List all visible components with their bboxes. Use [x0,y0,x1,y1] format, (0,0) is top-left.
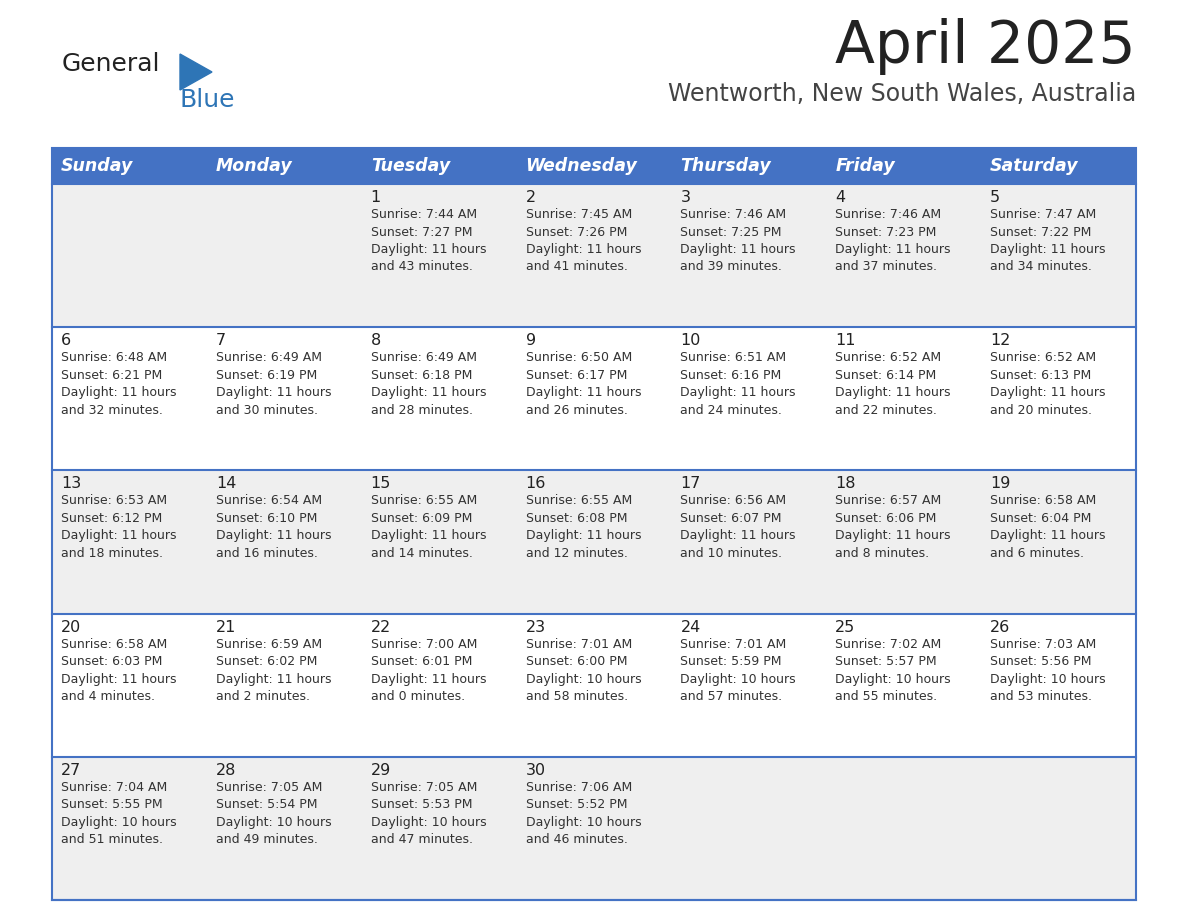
Text: 3: 3 [681,190,690,205]
Text: 11: 11 [835,333,855,348]
Text: Sunrise: 6:50 AM
Sunset: 6:17 PM
Daylight: 11 hours
and 26 minutes.: Sunrise: 6:50 AM Sunset: 6:17 PM Dayligh… [525,352,642,417]
Text: Sunrise: 6:59 AM
Sunset: 6:02 PM
Daylight: 11 hours
and 2 minutes.: Sunrise: 6:59 AM Sunset: 6:02 PM Dayligh… [216,638,331,703]
Text: Saturday: Saturday [990,157,1079,175]
Text: 8: 8 [371,333,381,348]
Text: Sunrise: 7:05 AM
Sunset: 5:53 PM
Daylight: 10 hours
and 47 minutes.: Sunrise: 7:05 AM Sunset: 5:53 PM Dayligh… [371,781,486,846]
Text: Sunrise: 7:01 AM
Sunset: 6:00 PM
Daylight: 10 hours
and 58 minutes.: Sunrise: 7:01 AM Sunset: 6:00 PM Dayligh… [525,638,642,703]
Text: 10: 10 [681,333,701,348]
Text: Sunrise: 7:46 AM
Sunset: 7:23 PM
Daylight: 11 hours
and 37 minutes.: Sunrise: 7:46 AM Sunset: 7:23 PM Dayligh… [835,208,950,274]
Text: 13: 13 [61,476,81,491]
Text: Sunrise: 7:06 AM
Sunset: 5:52 PM
Daylight: 10 hours
and 46 minutes.: Sunrise: 7:06 AM Sunset: 5:52 PM Dayligh… [525,781,642,846]
Text: Sunrise: 6:58 AM
Sunset: 6:03 PM
Daylight: 11 hours
and 4 minutes.: Sunrise: 6:58 AM Sunset: 6:03 PM Dayligh… [61,638,177,703]
Text: Thursday: Thursday [681,157,771,175]
Text: Sunrise: 6:58 AM
Sunset: 6:04 PM
Daylight: 11 hours
and 6 minutes.: Sunrise: 6:58 AM Sunset: 6:04 PM Dayligh… [990,495,1106,560]
Text: 28: 28 [216,763,236,778]
Text: Monday: Monday [216,157,292,175]
Text: 2: 2 [525,190,536,205]
Text: Blue: Blue [181,88,235,112]
Text: Sunrise: 6:49 AM
Sunset: 6:19 PM
Daylight: 11 hours
and 30 minutes.: Sunrise: 6:49 AM Sunset: 6:19 PM Dayligh… [216,352,331,417]
Text: Sunrise: 7:01 AM
Sunset: 5:59 PM
Daylight: 10 hours
and 57 minutes.: Sunrise: 7:01 AM Sunset: 5:59 PM Dayligh… [681,638,796,703]
Text: 19: 19 [990,476,1011,491]
Text: 9: 9 [525,333,536,348]
Bar [207,148,361,184]
Text: Sunrise: 6:55 AM
Sunset: 6:08 PM
Daylight: 11 hours
and 12 minutes.: Sunrise: 6:55 AM Sunset: 6:08 PM Dayligh… [525,495,642,560]
Text: 30: 30 [525,763,545,778]
Bar [52,470,1136,613]
Text: Sunrise: 6:52 AM
Sunset: 6:14 PM
Daylight: 11 hours
and 22 minutes.: Sunrise: 6:52 AM Sunset: 6:14 PM Dayligh… [835,352,950,417]
Bar [52,184,1136,327]
Text: Sunrise: 7:03 AM
Sunset: 5:56 PM
Daylight: 10 hours
and 53 minutes.: Sunrise: 7:03 AM Sunset: 5:56 PM Dayligh… [990,638,1106,703]
Text: Sunrise: 6:52 AM
Sunset: 6:13 PM
Daylight: 11 hours
and 20 minutes.: Sunrise: 6:52 AM Sunset: 6:13 PM Dayligh… [990,352,1106,417]
Text: Sunrise: 6:48 AM
Sunset: 6:21 PM
Daylight: 11 hours
and 32 minutes.: Sunrise: 6:48 AM Sunset: 6:21 PM Dayligh… [61,352,177,417]
Text: 14: 14 [216,476,236,491]
Text: 17: 17 [681,476,701,491]
Bar [981,148,1136,184]
Bar [52,148,1136,900]
Bar [52,756,1136,900]
Bar [671,148,827,184]
Text: 25: 25 [835,620,855,634]
Bar [52,327,1136,470]
Text: Sunrise: 6:53 AM
Sunset: 6:12 PM
Daylight: 11 hours
and 18 minutes.: Sunrise: 6:53 AM Sunset: 6:12 PM Dayligh… [61,495,177,560]
Text: 12: 12 [990,333,1011,348]
Text: Sunrise: 7:04 AM
Sunset: 5:55 PM
Daylight: 10 hours
and 51 minutes.: Sunrise: 7:04 AM Sunset: 5:55 PM Dayligh… [61,781,177,846]
Text: Sunrise: 6:49 AM
Sunset: 6:18 PM
Daylight: 11 hours
and 28 minutes.: Sunrise: 6:49 AM Sunset: 6:18 PM Dayligh… [371,352,486,417]
Text: 26: 26 [990,620,1010,634]
Text: General: General [62,52,160,76]
Bar [361,148,517,184]
Text: 22: 22 [371,620,391,634]
Text: Friday: Friday [835,157,895,175]
Text: Sunrise: 6:55 AM
Sunset: 6:09 PM
Daylight: 11 hours
and 14 minutes.: Sunrise: 6:55 AM Sunset: 6:09 PM Dayligh… [371,495,486,560]
Text: 7: 7 [216,333,226,348]
Text: Sunrise: 7:47 AM
Sunset: 7:22 PM
Daylight: 11 hours
and 34 minutes.: Sunrise: 7:47 AM Sunset: 7:22 PM Dayligh… [990,208,1106,274]
Text: 23: 23 [525,620,545,634]
Bar [517,148,671,184]
Text: Sunday: Sunday [61,157,133,175]
Text: 15: 15 [371,476,391,491]
Text: Sunrise: 7:00 AM
Sunset: 6:01 PM
Daylight: 11 hours
and 0 minutes.: Sunrise: 7:00 AM Sunset: 6:01 PM Dayligh… [371,638,486,703]
Text: 24: 24 [681,620,701,634]
Text: Wentworth, New South Wales, Australia: Wentworth, New South Wales, Australia [668,82,1136,106]
Text: Tuesday: Tuesday [371,157,450,175]
Text: Sunrise: 7:05 AM
Sunset: 5:54 PM
Daylight: 10 hours
and 49 minutes.: Sunrise: 7:05 AM Sunset: 5:54 PM Dayligh… [216,781,331,846]
Text: Sunrise: 7:46 AM
Sunset: 7:25 PM
Daylight: 11 hours
and 39 minutes.: Sunrise: 7:46 AM Sunset: 7:25 PM Dayligh… [681,208,796,274]
Text: 21: 21 [216,620,236,634]
Text: Sunrise: 6:56 AM
Sunset: 6:07 PM
Daylight: 11 hours
and 10 minutes.: Sunrise: 6:56 AM Sunset: 6:07 PM Dayligh… [681,495,796,560]
Bar [827,148,981,184]
Text: 27: 27 [61,763,81,778]
Polygon shape [181,54,211,90]
Text: April 2025: April 2025 [835,18,1136,75]
Text: Sunrise: 6:51 AM
Sunset: 6:16 PM
Daylight: 11 hours
and 24 minutes.: Sunrise: 6:51 AM Sunset: 6:16 PM Dayligh… [681,352,796,417]
Text: Wednesday: Wednesday [525,157,638,175]
Text: 16: 16 [525,476,546,491]
Text: Sunrise: 7:02 AM
Sunset: 5:57 PM
Daylight: 10 hours
and 55 minutes.: Sunrise: 7:02 AM Sunset: 5:57 PM Dayligh… [835,638,950,703]
Text: 4: 4 [835,190,846,205]
Text: 20: 20 [61,620,81,634]
Text: Sunrise: 7:44 AM
Sunset: 7:27 PM
Daylight: 11 hours
and 43 minutes.: Sunrise: 7:44 AM Sunset: 7:27 PM Dayligh… [371,208,486,274]
Bar [52,148,207,184]
Text: 18: 18 [835,476,855,491]
Text: 6: 6 [61,333,71,348]
Text: 5: 5 [990,190,1000,205]
Text: Sunrise: 6:57 AM
Sunset: 6:06 PM
Daylight: 11 hours
and 8 minutes.: Sunrise: 6:57 AM Sunset: 6:06 PM Dayligh… [835,495,950,560]
Text: Sunrise: 6:54 AM
Sunset: 6:10 PM
Daylight: 11 hours
and 16 minutes.: Sunrise: 6:54 AM Sunset: 6:10 PM Dayligh… [216,495,331,560]
Text: 1: 1 [371,190,381,205]
Text: Sunrise: 7:45 AM
Sunset: 7:26 PM
Daylight: 11 hours
and 41 minutes.: Sunrise: 7:45 AM Sunset: 7:26 PM Dayligh… [525,208,642,274]
Text: 29: 29 [371,763,391,778]
Bar [52,613,1136,756]
